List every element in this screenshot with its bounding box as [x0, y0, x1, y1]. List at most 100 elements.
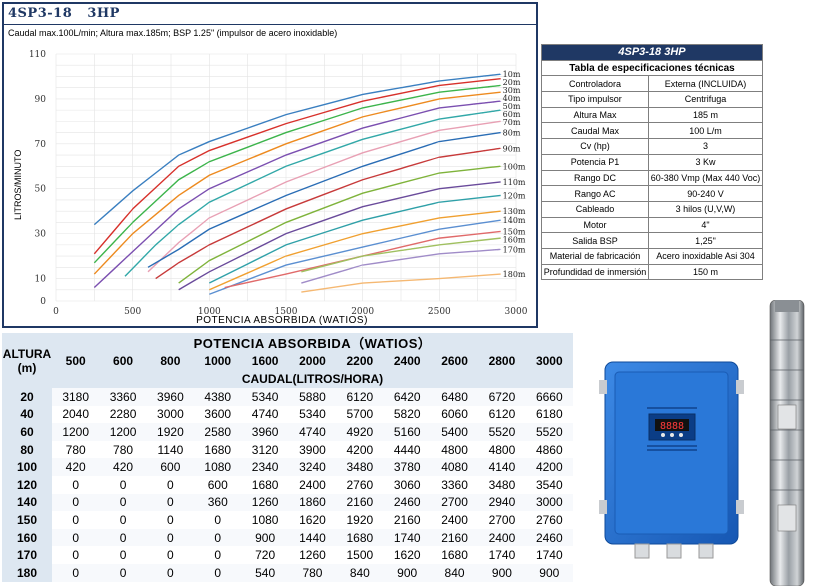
performance-chart-panel: 4SP3-18 3HP Caudal max.100L/min; Altura …: [2, 2, 538, 328]
y-tick-label: 110: [29, 50, 46, 60]
spec-row: Material de fabricación Acero inoxidable …: [541, 247, 764, 265]
caudal-cell: 900: [241, 528, 289, 547]
caudal-cell: 2400: [288, 475, 337, 494]
caudal-cell: 720: [241, 546, 289, 564]
caudal-cell: 0: [52, 475, 100, 494]
chart-title: 4SP3-18 3HP: [8, 6, 120, 21]
caudal-cell: 1920: [336, 511, 384, 529]
caudal-cell: 900: [383, 563, 431, 582]
caudal-cell: 3960: [146, 388, 195, 406]
caudal-cell: 3900: [288, 440, 337, 459]
series-line-30m: [93, 84, 501, 264]
table-row: 160 0 0 0 0 900 1440 1680 1740 2160 2400 2460: [2, 528, 573, 547]
controller-display: [655, 419, 689, 431]
caudal-cell: 900: [525, 563, 573, 582]
caudal-cell: 5520: [525, 423, 573, 441]
caudal-cell: 4800: [478, 440, 526, 459]
spec-value: 150 m: [647, 263, 764, 281]
caudal-cell: 1680: [430, 546, 479, 564]
caudal-cell: 0: [99, 563, 147, 582]
caudal-cell: 1920: [146, 423, 195, 441]
caudal-cell: 1680: [241, 475, 289, 494]
caudal-cell: 3960: [241, 423, 289, 441]
spec-label: Altura Max: [541, 106, 649, 124]
altura-cell: 140: [2, 493, 52, 512]
spec-row: Cv (hp) 3: [541, 138, 764, 155]
spec-row: Controladora Externa (INCLUIDA): [541, 75, 764, 93]
caudal-cell: 900: [478, 563, 526, 582]
caudal-cell: 4800: [430, 440, 479, 459]
caudal-cell: 6060: [430, 405, 479, 424]
caudal-cell: 0: [52, 563, 100, 582]
altura-cell: 80: [2, 440, 52, 459]
caudal-cell: 0: [52, 493, 100, 512]
watts-header-cell: 2600: [430, 352, 479, 370]
product-illustration: 8888: [575, 298, 830, 586]
spec-row: Potencia P1 3 Kw: [541, 153, 764, 171]
caudal-cell: 0: [52, 511, 100, 529]
spec-label: Rango AC: [541, 185, 649, 202]
table-row: 170 0 0 0 0 720 1260 1500 1620 1680 1740 1740: [2, 546, 573, 564]
caudal-cell: 5160: [383, 423, 431, 441]
spec-label: Caudal Max: [541, 122, 649, 140]
altura-cell: 150: [2, 511, 52, 529]
x-tick-label: 500: [124, 307, 141, 317]
spec-row: Cableado 3 hilos (U,V,W): [541, 200, 764, 218]
series-label-170m: 170m: [503, 245, 526, 254]
series-label-90m: 90m: [503, 144, 521, 153]
series-label-140m: 140m: [503, 216, 526, 225]
caudal-cell: 0: [99, 493, 147, 512]
caudal-cell: 1860: [288, 493, 337, 512]
caudal-cell: 2160: [430, 528, 479, 547]
spec-table: 4SP3-18 3HP Tabla de especificaciones té…: [541, 44, 764, 281]
altura-cell: 160: [2, 528, 52, 547]
spec-value: 185 m: [647, 106, 764, 124]
caudal-cell: 1260: [288, 546, 337, 564]
caudal-cell: 2400: [430, 511, 479, 529]
caudal-cell: 5880: [288, 388, 337, 406]
caudal-cell: 6120: [478, 405, 526, 424]
performance-table-body: 20 3180 3360 3960 4380 5340 5880 6120 6420 6480 67…: [2, 388, 573, 582]
x-tick-label: 2000: [351, 307, 374, 317]
caudal-cell: 4740: [241, 405, 289, 424]
altura-header: ALTURA (m): [2, 333, 52, 388]
series-label-110m: 110m: [503, 178, 526, 187]
series-line-50m: [93, 100, 501, 289]
potencia-header: POTENCIA ABSORBIDA（WATIOS）: [52, 333, 573, 352]
spec-value: 4": [647, 216, 764, 234]
spec-label: Motor: [541, 216, 649, 234]
series-label-100m: 100m: [503, 162, 526, 171]
y-tick-label: 0: [40, 297, 46, 307]
spec-table-subheader: Tabla de especificaciones técnicas: [541, 59, 763, 77]
series-line-180m: [301, 273, 501, 293]
caudal-cell: 0: [194, 546, 242, 564]
altura-cell: 180: [2, 563, 52, 582]
y-tick-label: 30: [35, 230, 47, 240]
caudal-cell: 600: [194, 475, 242, 494]
spec-value: Acero inoxidable Asi 304: [647, 247, 764, 265]
caudal-cell: 0: [194, 563, 242, 582]
y-tick-label: 70: [35, 140, 47, 150]
caudal-cell: 3480: [478, 475, 526, 494]
caudal-cell: 5520: [478, 423, 526, 441]
caudal-cell: 4440: [383, 440, 431, 459]
caudal-cell: 3180: [52, 388, 100, 406]
caudal-cell: 0: [146, 546, 195, 564]
spec-row: Altura Max 185 m: [541, 106, 764, 124]
table-row: 150 0 0 0 0 1080 1620 1920 2160 2400 2700 2760: [2, 511, 573, 529]
submersible-pump: [769, 298, 805, 586]
controller-box: 8888: [599, 361, 744, 559]
caudal-cell: 1680: [194, 440, 242, 459]
watts-row: 500 600 800 1000 1600 2000 2200 2400 2600 2800 300…: [2, 352, 573, 370]
caudal-cell: 2700: [430, 493, 479, 512]
caudal-cell: 4920: [336, 423, 384, 441]
caudal-header: CAUDAL(LITROS/HORA): [52, 370, 573, 388]
spec-row: Motor 4": [541, 216, 764, 234]
caudal-cell: 600: [146, 458, 195, 476]
spec-row: Salida BSP 1,25": [541, 232, 764, 249]
watts-header-cell: 2800: [478, 352, 526, 370]
caudal-cell: 3780: [383, 458, 431, 476]
chart-ticks: 0 500 1000 1500 2000 2500 3000 0 10 30 50 70 90 110: [29, 50, 528, 317]
series-line-100m: [178, 165, 501, 284]
altura-cell: 20: [2, 388, 52, 406]
